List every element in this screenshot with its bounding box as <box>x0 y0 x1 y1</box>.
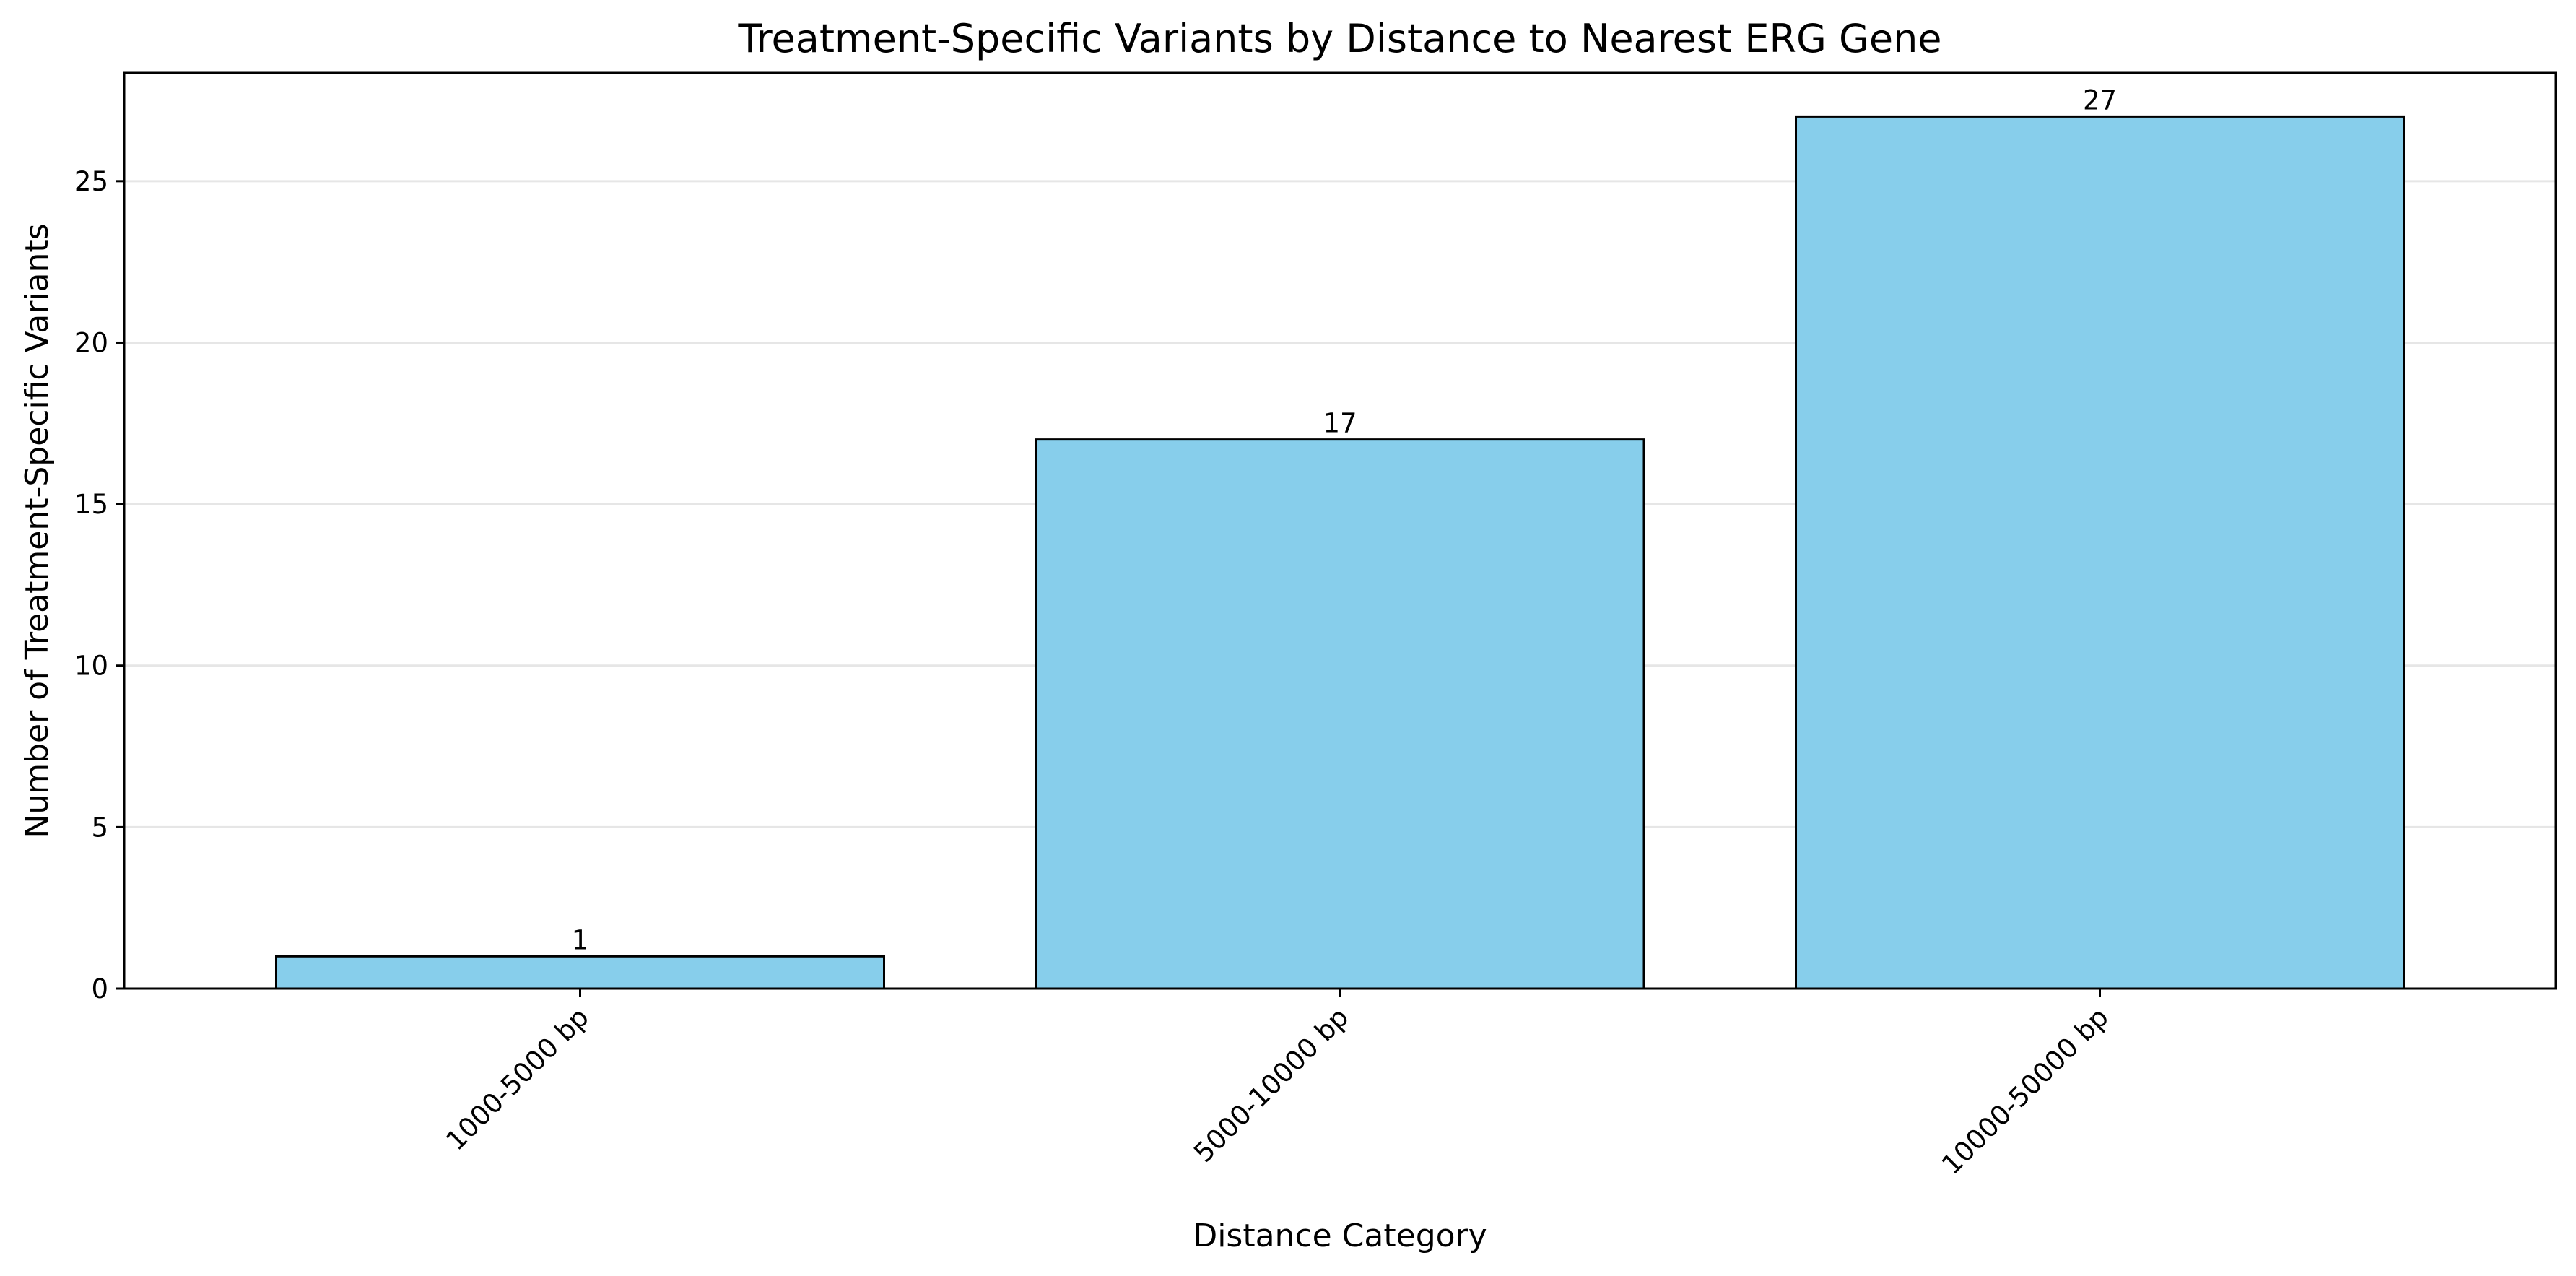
y-axis-ticks: 0 5 10 15 20 25 <box>74 166 124 1004</box>
y-tick-label: 10 <box>74 651 108 682</box>
bar <box>275 955 885 990</box>
chart-title: Treatment-Specific Variants by Distance … <box>737 16 1941 61</box>
data-labels: 1 17 27 <box>572 84 2117 955</box>
bar-value-label: 1 <box>572 924 589 955</box>
y-tick-label: 25 <box>74 166 108 197</box>
x-axis-label: Distance Category <box>1193 1218 1487 1254</box>
x-tick-label: 5000-10000 bp <box>1188 1002 1354 1168</box>
bar-value-label: 17 <box>1323 408 1357 439</box>
y-tick-label: 15 <box>74 489 108 520</box>
plot-frame <box>123 71 2557 990</box>
y-tick-label: 20 <box>74 327 108 358</box>
y-tick-label: 5 <box>91 812 108 843</box>
bars <box>275 115 2405 990</box>
bar <box>1795 115 2405 990</box>
x-tick-label: 1000-5000 bp <box>440 1002 595 1157</box>
y-tick-label: 0 <box>91 973 108 1004</box>
bar <box>1035 438 1645 990</box>
x-axis-ticks: 1000-5000 bp 5000-10000 bp 10000-50000 bp <box>440 989 2115 1181</box>
y-axis-label: Number of Treatment-Specific Variants <box>19 223 56 838</box>
bar-value-label: 27 <box>2083 84 2117 116</box>
x-tick-label: 10000-50000 bp <box>1936 1002 2115 1181</box>
